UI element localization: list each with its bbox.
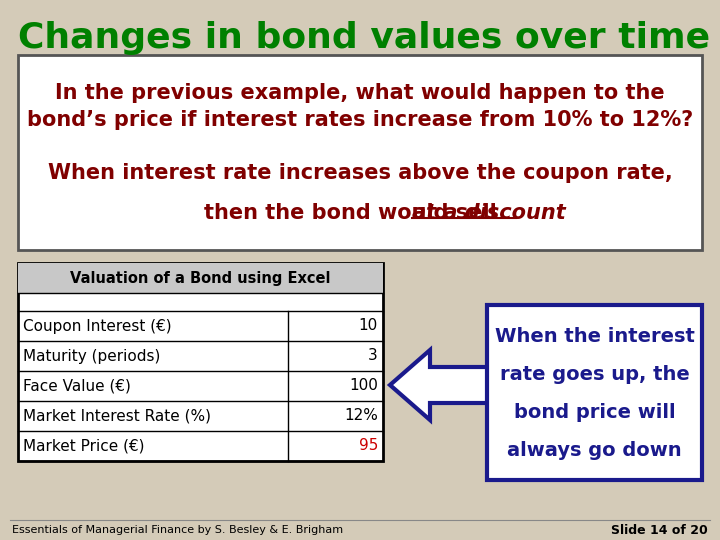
Text: 10: 10 bbox=[359, 319, 378, 334]
FancyBboxPatch shape bbox=[18, 55, 702, 250]
FancyBboxPatch shape bbox=[18, 263, 383, 293]
Text: In the previous example, what would happen to the: In the previous example, what would happ… bbox=[55, 83, 665, 103]
Text: When interest rate increases above the coupon rate,: When interest rate increases above the c… bbox=[48, 163, 672, 183]
Text: Face Value (€): Face Value (€) bbox=[23, 379, 131, 394]
Text: Market Interest Rate (%): Market Interest Rate (%) bbox=[23, 408, 211, 423]
Text: Maturity (periods): Maturity (periods) bbox=[23, 348, 161, 363]
Text: Essentials of Managerial Finance by S. Besley & E. Brigham: Essentials of Managerial Finance by S. B… bbox=[12, 525, 343, 535]
FancyBboxPatch shape bbox=[487, 305, 702, 480]
Text: Slide 14 of 20: Slide 14 of 20 bbox=[611, 523, 708, 537]
Text: bond price will: bond price will bbox=[513, 403, 675, 422]
Text: 12%: 12% bbox=[344, 408, 378, 423]
Text: 95: 95 bbox=[359, 438, 378, 454]
Text: always go down: always go down bbox=[507, 442, 682, 461]
FancyBboxPatch shape bbox=[18, 263, 383, 461]
Text: Valuation of a Bond using Excel: Valuation of a Bond using Excel bbox=[71, 271, 330, 286]
Text: at a discount: at a discount bbox=[412, 203, 565, 223]
Text: When the interest: When the interest bbox=[495, 327, 694, 347]
Polygon shape bbox=[390, 350, 490, 420]
Text: then the bond would sell: then the bond would sell bbox=[204, 203, 504, 223]
Text: 3: 3 bbox=[368, 348, 378, 363]
Text: Coupon Interest (€): Coupon Interest (€) bbox=[23, 319, 171, 334]
Text: Changes in bond values over time: Changes in bond values over time bbox=[18, 21, 710, 55]
Text: rate goes up, the: rate goes up, the bbox=[500, 366, 689, 384]
Text: bond’s price if interest rates increase from 10% to 12%?: bond’s price if interest rates increase … bbox=[27, 110, 693, 130]
Text: Market Price (€): Market Price (€) bbox=[23, 438, 145, 454]
Text: 100: 100 bbox=[349, 379, 378, 394]
